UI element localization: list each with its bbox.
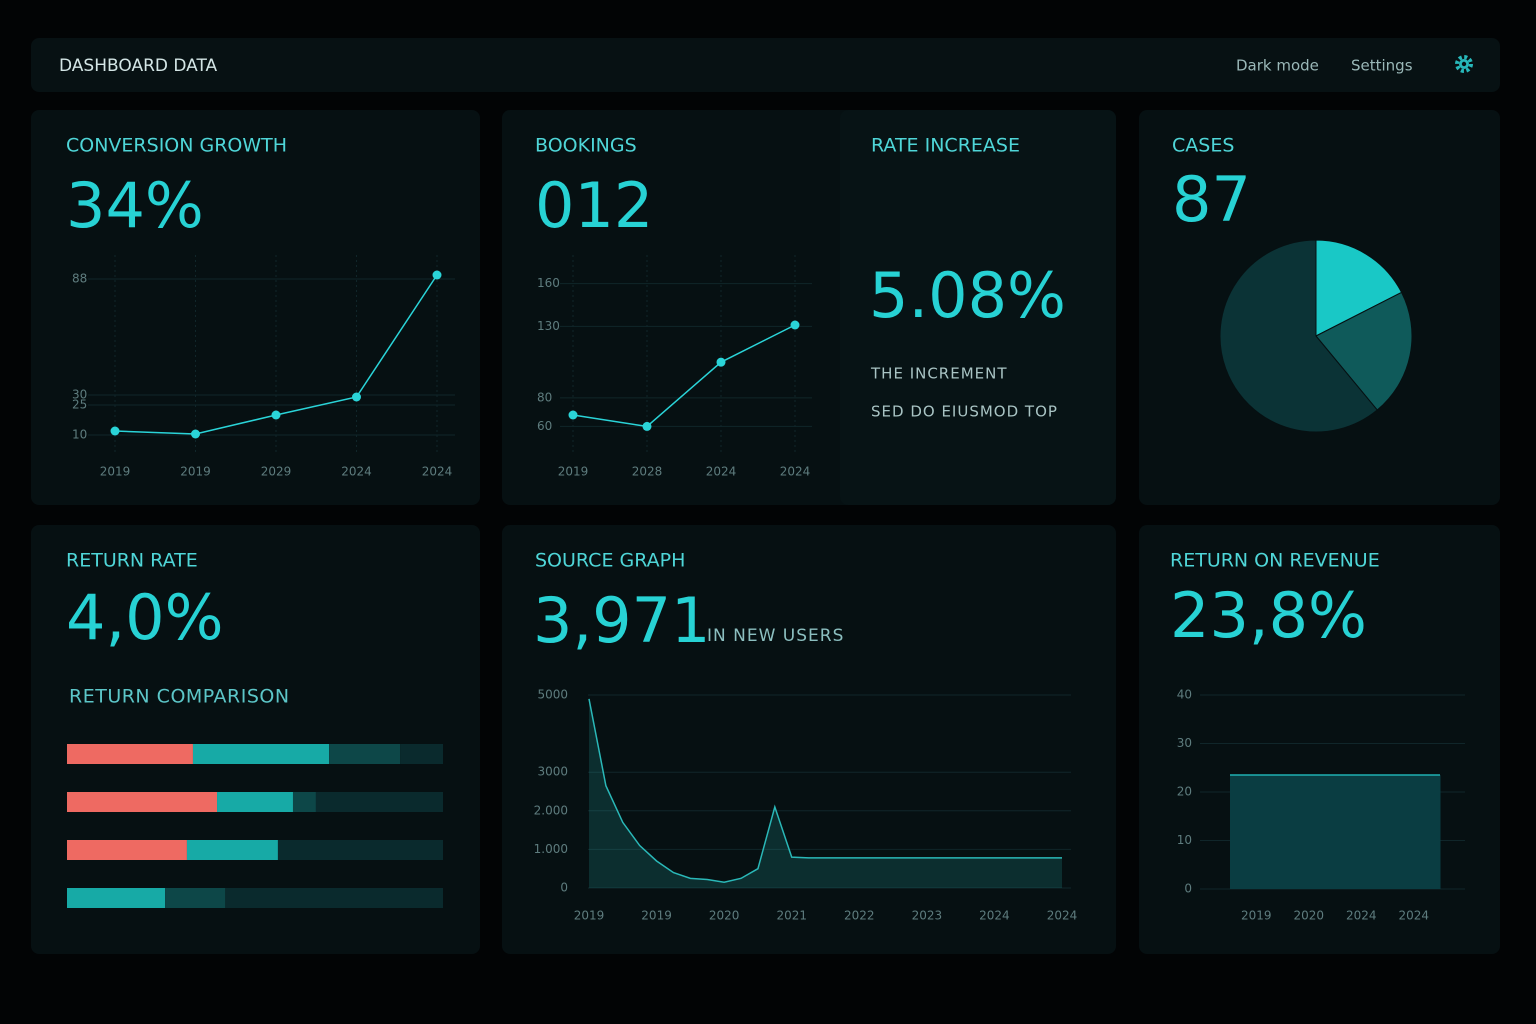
bar-segment	[186, 840, 278, 860]
nav-item[interactable]: Settings	[1351, 57, 1413, 75]
point	[568, 410, 578, 420]
pie-slice	[1315, 291, 1413, 411]
bar-segment	[277, 840, 443, 860]
bar-segment	[315, 792, 443, 812]
x-tick-label: 2028	[632, 465, 663, 479]
y-tick-label: 1.000	[534, 842, 568, 856]
kpi-value: 34%	[66, 169, 204, 242]
point	[432, 270, 442, 280]
line	[572, 324, 796, 428]
note: SED DO EIUSMOD TOP	[871, 403, 1058, 421]
x-tick-label: 2024	[979, 909, 1010, 923]
y-tick-label: 60	[537, 419, 552, 433]
y-tick-label: 25	[72, 398, 87, 412]
kpi-value: 87	[1172, 163, 1251, 236]
bar-segment	[67, 792, 218, 812]
bar	[1335, 775, 1388, 889]
bar-segment	[165, 888, 226, 908]
y-tick-label: 160	[537, 276, 560, 290]
point	[352, 392, 361, 402]
line	[588, 698, 1062, 883]
pie-slice	[1315, 239, 1403, 337]
x-tick-label: 2024	[422, 465, 453, 479]
kpi-value: 3,971	[533, 584, 711, 657]
x-tick-label: 2021	[776, 909, 807, 923]
y-tick-label: 88	[72, 272, 87, 286]
point	[716, 357, 726, 367]
card-title: CASES	[1172, 135, 1234, 157]
y-tick-label: 30	[1177, 736, 1192, 750]
card-title: CONVERSION GROWTH	[66, 135, 287, 157]
subtitle: RETURN COMPARISON	[69, 686, 290, 708]
kpi-value: 4,0%	[66, 581, 224, 654]
card-title: RATE INCREASE	[871, 135, 1020, 157]
point	[790, 320, 800, 330]
x-tick-label: 2020	[1293, 909, 1324, 923]
card	[31, 110, 480, 505]
y-tick-label: 0	[1184, 882, 1192, 896]
x-tick-label: 2024	[1398, 909, 1429, 923]
y-tick-label: 3000	[537, 765, 568, 779]
card-title: RETURN ON REVENUE	[1170, 550, 1380, 572]
bar-segment	[67, 840, 187, 860]
x-tick-label: 2024	[341, 465, 372, 479]
x-tick-label: 2020	[709, 909, 740, 923]
x-tick-label: 2024	[706, 465, 737, 479]
y-tick-label: 20	[1177, 785, 1192, 799]
x-tick-label: 2019	[558, 465, 589, 479]
kpi-value: 23,8%	[1170, 579, 1367, 652]
bar	[1230, 775, 1283, 889]
bar-segment	[400, 744, 443, 764]
x-tick-label: 2019	[100, 465, 131, 479]
nav-item[interactable]: Dark mode	[1236, 57, 1319, 75]
x-tick-label: 2019	[574, 909, 605, 923]
y-tick-label: 30	[72, 388, 87, 402]
x-tick-label: 2019	[1241, 909, 1272, 923]
card	[502, 525, 1116, 954]
point	[271, 410, 281, 420]
point	[110, 426, 120, 436]
point	[642, 421, 652, 431]
bar	[1387, 775, 1441, 889]
kpi-value: 012	[535, 169, 653, 242]
card-title: RETURN RATE	[66, 550, 198, 572]
bar-segment	[192, 744, 330, 764]
y-tick-label: 10	[72, 428, 87, 442]
note: THE INCREMENT	[870, 365, 1008, 383]
bar	[1282, 775, 1336, 889]
y-tick-label: 40	[1177, 688, 1192, 702]
settings-icon[interactable]	[1455, 55, 1473, 73]
bar-segment	[225, 888, 443, 908]
kpi-value: 5.08%	[869, 259, 1066, 332]
x-tick-label: 2019	[180, 465, 211, 479]
header-bar	[31, 38, 1500, 92]
y-tick-label: 5000	[537, 688, 568, 702]
y-tick-label: 10	[1177, 833, 1192, 847]
card-title: BOOKINGS	[535, 135, 637, 157]
x-tick-label: 2019	[641, 909, 672, 923]
bar-segment	[217, 792, 293, 812]
pie-slice	[1219, 239, 1378, 433]
x-tick-label: 2022	[844, 909, 875, 923]
x-tick-label: 2024	[1346, 909, 1377, 923]
bar-segment	[329, 744, 401, 764]
card-title: SOURCE GRAPH	[535, 550, 685, 572]
y-tick-label: 0	[560, 881, 568, 895]
x-tick-label: 2023	[912, 909, 943, 923]
bar-segment	[67, 744, 193, 764]
point	[191, 429, 200, 439]
y-tick-label: 80	[537, 390, 552, 404]
header-title: DASHBOARD DATA	[59, 56, 218, 76]
x-tick-label: 2024	[780, 465, 811, 479]
x-tick-label: 2029	[261, 465, 292, 479]
bar-segment	[292, 792, 316, 812]
x-tick-label: 2024	[1047, 909, 1078, 923]
area	[589, 698, 1062, 888]
y-tick-label: 130	[537, 319, 560, 333]
card-section	[840, 110, 1116, 505]
bar-segment	[67, 888, 166, 908]
caption: IN NEW USERS	[707, 626, 844, 646]
y-tick-label: 2.000	[534, 803, 568, 817]
